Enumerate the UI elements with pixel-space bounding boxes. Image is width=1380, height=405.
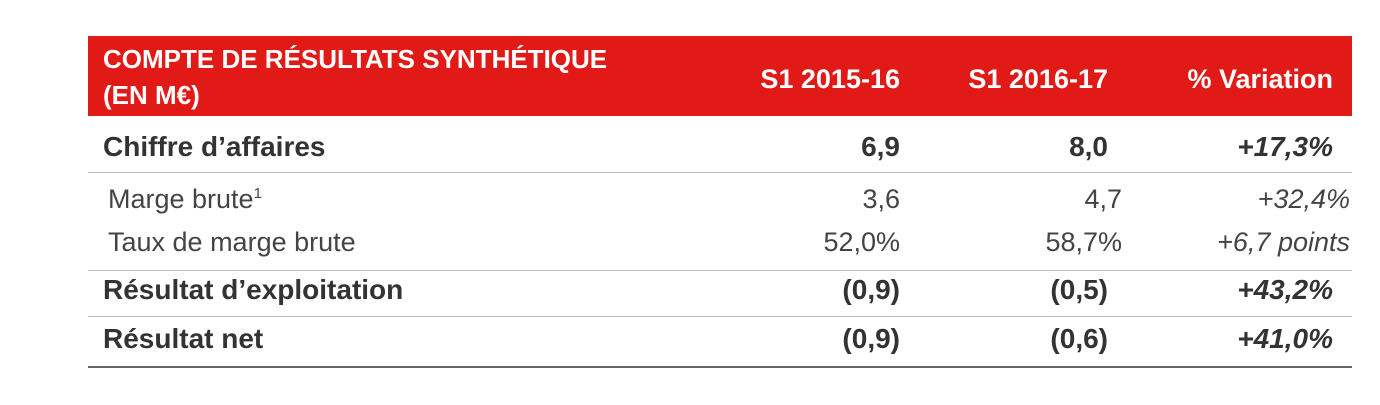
column-header: S1 2015-16 [760, 64, 900, 94]
row-divider [88, 172, 1352, 173]
row-divider [88, 270, 1352, 271]
cell: +41,0% [1237, 323, 1333, 354]
cell: 58,7% [1045, 227, 1122, 257]
table-title: COMPTE DE RÉSULTATS SYNTHÉTIQUE [103, 44, 608, 74]
cell: +43,2% [1237, 274, 1333, 305]
row-label: Marge brute1 [108, 184, 262, 214]
cell: 52,0% [823, 227, 900, 257]
row-label: Taux de marge brute [108, 227, 356, 257]
table-bottom-rule [88, 366, 1352, 368]
column-header: % Variation [1187, 64, 1333, 94]
column-header: S1 2016-17 [968, 64, 1108, 94]
row-divider [88, 316, 1352, 317]
cell: (0,9) [842, 323, 900, 354]
table-title: (EN M€) [103, 80, 200, 110]
cell: 4,7 [1084, 184, 1122, 214]
row-label: Chiffre d’affaires [103, 131, 326, 162]
cell: (0,5) [1050, 274, 1108, 305]
row-label: Résultat net [103, 323, 264, 354]
row-label: Résultat d’exploitation [103, 274, 404, 305]
cell: +17,3% [1237, 131, 1333, 162]
cell: 6,9 [861, 131, 900, 162]
header-band [88, 36, 1352, 116]
cell: (0,9) [842, 274, 900, 305]
footnote-mark: 1 [253, 185, 262, 202]
cell: +32,4% [1257, 184, 1350, 214]
cell: (0,6) [1050, 323, 1108, 354]
cell: 8,0 [1069, 131, 1108, 162]
cell: 3,6 [862, 184, 900, 214]
cell: +6,7 points [1217, 227, 1350, 257]
